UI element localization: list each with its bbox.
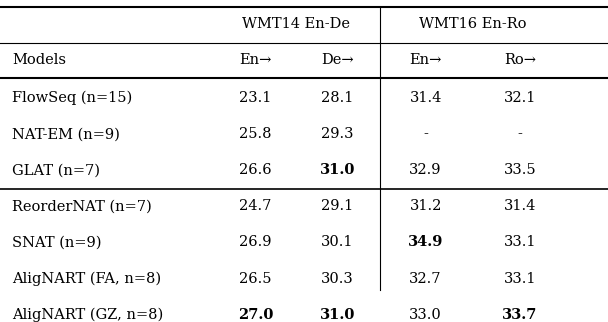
Text: FlowSeq (n=15): FlowSeq (n=15) — [12, 91, 133, 105]
Text: En→: En→ — [409, 52, 442, 67]
Text: 33.7: 33.7 — [502, 308, 537, 322]
Text: 28.1: 28.1 — [321, 91, 354, 105]
Text: 27.0: 27.0 — [238, 308, 273, 322]
Text: 26.5: 26.5 — [239, 271, 272, 286]
Text: ReorderNAT (n=7): ReorderNAT (n=7) — [12, 199, 152, 213]
Text: Models: Models — [12, 52, 66, 67]
Text: 31.4: 31.4 — [409, 91, 442, 105]
Text: 33.1: 33.1 — [503, 271, 536, 286]
Text: 26.9: 26.9 — [239, 235, 272, 250]
Text: -: - — [423, 127, 428, 141]
Text: 29.1: 29.1 — [321, 199, 354, 213]
Text: WMT14 En-De: WMT14 En-De — [243, 17, 350, 31]
Text: 33.5: 33.5 — [503, 163, 536, 177]
Text: 23.1: 23.1 — [239, 91, 272, 105]
Text: Ro→: Ro→ — [504, 52, 536, 67]
Text: GLAT (n=7): GLAT (n=7) — [12, 163, 100, 177]
Text: AligNART (GZ, n=8): AligNART (GZ, n=8) — [12, 308, 164, 322]
Text: 32.7: 32.7 — [409, 271, 442, 286]
Text: De→: De→ — [321, 52, 354, 67]
Text: 26.6: 26.6 — [239, 163, 272, 177]
Text: -: - — [517, 127, 522, 141]
Text: 30.1: 30.1 — [321, 235, 354, 250]
Text: WMT16 En-Ro: WMT16 En-Ro — [419, 17, 527, 31]
Text: 31.2: 31.2 — [409, 199, 442, 213]
Text: 32.9: 32.9 — [409, 163, 442, 177]
Text: SNAT (n=9): SNAT (n=9) — [12, 235, 102, 250]
Text: 31.0: 31.0 — [320, 308, 355, 322]
Text: 24.7: 24.7 — [239, 199, 272, 213]
Text: 25.8: 25.8 — [239, 127, 272, 141]
Text: 34.9: 34.9 — [408, 235, 443, 250]
Text: En→: En→ — [239, 52, 272, 67]
Text: 30.3: 30.3 — [321, 271, 354, 286]
Text: 31.0: 31.0 — [320, 163, 355, 177]
Text: 31.4: 31.4 — [503, 199, 536, 213]
Text: 33.1: 33.1 — [503, 235, 536, 250]
Text: 32.1: 32.1 — [503, 91, 536, 105]
Text: NAT-EM (n=9): NAT-EM (n=9) — [12, 127, 120, 141]
Text: 33.0: 33.0 — [409, 308, 442, 322]
Text: AligNART (FA, n=8): AligNART (FA, n=8) — [12, 271, 161, 286]
Text: 29.3: 29.3 — [321, 127, 354, 141]
